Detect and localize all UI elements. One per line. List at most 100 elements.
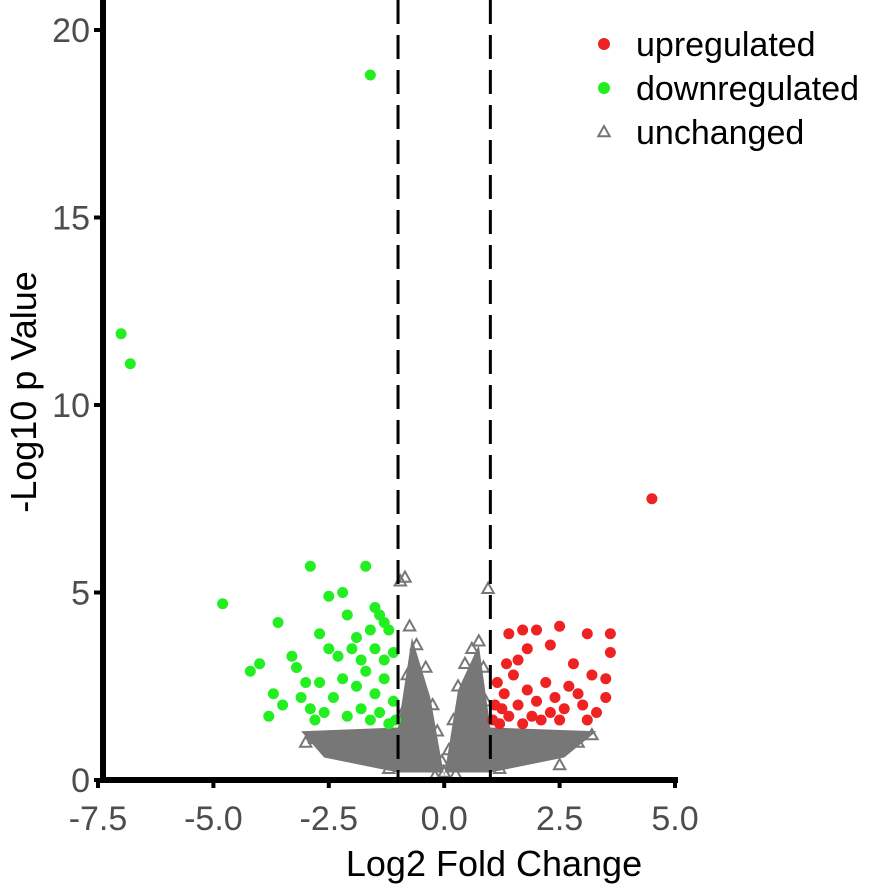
downregulated-point xyxy=(304,703,316,715)
unchanged-point xyxy=(349,734,364,748)
legend-label: unchanged xyxy=(636,114,804,152)
legend-label: upregulated xyxy=(636,26,816,64)
upregulated-point xyxy=(507,669,519,681)
unchanged-point xyxy=(409,636,424,651)
y-tick-label: 15 xyxy=(52,200,90,238)
downregulated-point xyxy=(355,703,367,715)
unchanged-point xyxy=(457,655,473,669)
threshold-lines xyxy=(396,0,492,780)
unchanged-point xyxy=(450,678,466,692)
upregulated-point xyxy=(572,688,584,700)
unchanged-point xyxy=(406,730,422,744)
unchanged-point xyxy=(462,670,477,684)
legend-swatch xyxy=(598,82,610,94)
y-axis-title: -Log10 p Value xyxy=(3,271,44,513)
unchanged-point xyxy=(429,723,445,737)
y-tick-label: 10 xyxy=(52,387,90,425)
downregulated-point xyxy=(314,628,326,640)
downregulated-point xyxy=(364,69,376,81)
unchanged-point xyxy=(436,764,452,778)
y-tick-label: 5 xyxy=(71,575,90,613)
upregulated-point xyxy=(531,695,543,707)
downregulated-point xyxy=(337,587,349,598)
downregulated-point xyxy=(346,643,358,655)
downregulated-point xyxy=(295,692,307,703)
unchanged-point xyxy=(455,738,471,752)
unchanged-point xyxy=(399,666,415,681)
upregulated-point xyxy=(600,692,612,703)
x-axis-ticks: -7.5 -5.0 -2.5 0.0 2.5 5.0 xyxy=(69,780,699,838)
legend-swatch xyxy=(596,123,612,138)
y-tick-label: 20 xyxy=(52,12,90,50)
unchanged-point xyxy=(397,569,413,583)
unchanged-point xyxy=(335,745,351,759)
x-tick-label: -7.5 xyxy=(69,800,128,838)
unchanged-point xyxy=(529,738,544,752)
downregulated-point xyxy=(309,714,321,726)
upregulated-point xyxy=(517,718,529,730)
unchanged-point xyxy=(464,640,480,654)
downregulated-point xyxy=(364,624,376,636)
upregulated-point xyxy=(498,688,510,700)
upregulated-point xyxy=(544,639,556,651)
downregulated-point xyxy=(378,654,390,666)
legend-label: downregulated xyxy=(636,70,859,108)
downregulated-point xyxy=(300,677,312,688)
upregulated-point xyxy=(535,714,547,726)
downregulated-point xyxy=(263,710,275,722)
downregulated-point xyxy=(364,714,376,726)
downregulated-point xyxy=(304,560,316,572)
unchanged-point xyxy=(441,741,457,756)
unchanged-point xyxy=(298,734,314,748)
downregulated-point xyxy=(387,695,399,707)
upregulated-point xyxy=(604,628,616,640)
upregulated-point xyxy=(491,677,503,688)
downregulated-point xyxy=(267,688,279,700)
unchanged-point xyxy=(420,745,436,759)
upregulated-point xyxy=(567,658,579,670)
x-tick-label: -2.5 xyxy=(300,800,359,838)
unchanged-point xyxy=(446,711,461,726)
unchanged-point xyxy=(434,753,450,767)
downregulated-point xyxy=(350,680,362,692)
downregulated-point xyxy=(369,643,381,655)
unchanged-density-region xyxy=(301,637,597,777)
downregulated-point xyxy=(374,707,386,718)
upregulated-point xyxy=(512,699,524,711)
upregulated-point xyxy=(591,707,603,718)
unchanged-point xyxy=(402,618,417,632)
downregulated-points xyxy=(115,69,402,730)
upregulated-point xyxy=(521,643,533,655)
upregulated-point xyxy=(558,703,570,715)
unchanged-point xyxy=(381,760,397,774)
downregulated-point xyxy=(272,617,284,628)
upregulated-point xyxy=(549,692,561,703)
legend-swatch xyxy=(598,38,610,50)
unchanged-point xyxy=(418,659,434,673)
downregulated-point xyxy=(332,650,344,662)
unchanged-point xyxy=(413,681,429,696)
unchanged-point xyxy=(570,734,586,748)
x-axis-title: Log2 Fold Change xyxy=(346,843,642,884)
downregulated-point xyxy=(355,654,367,666)
upregulated-point xyxy=(526,710,538,722)
unchanged-point xyxy=(478,693,494,707)
upregulated-point xyxy=(487,714,499,726)
downregulated-point xyxy=(327,692,339,703)
upregulated-point xyxy=(503,710,515,722)
upregulated-point xyxy=(581,714,593,726)
unchanged-point xyxy=(476,659,491,673)
x-tick-label: -5.0 xyxy=(184,800,243,838)
upregulated-points xyxy=(487,493,658,730)
y-tick-label: 0 xyxy=(71,762,90,800)
downregulated-point xyxy=(277,699,289,711)
legend: upregulated downregulated unchanged xyxy=(596,26,859,152)
upregulated-point xyxy=(517,624,529,636)
downregulated-point xyxy=(383,624,395,636)
unchanged-point xyxy=(367,753,383,767)
upregulated-point xyxy=(600,673,612,685)
unchanged-point xyxy=(480,580,496,594)
upregulated-point xyxy=(554,714,566,726)
unchanged-points xyxy=(298,569,600,782)
unchanged-point xyxy=(395,704,411,718)
